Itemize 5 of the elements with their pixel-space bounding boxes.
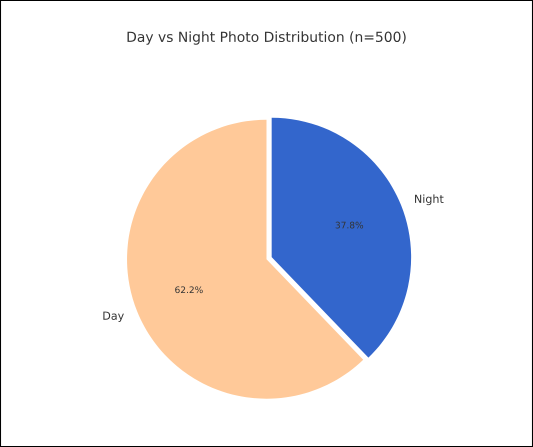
slice-label: Day [103, 312, 124, 322]
chart-title: Day vs Night Photo Distribution (n=500) [128, 31, 406, 45]
data-label: 37.8% [336, 222, 364, 228]
slice-label: Night [415, 194, 444, 206]
data-label: 62.2% [175, 286, 203, 294]
